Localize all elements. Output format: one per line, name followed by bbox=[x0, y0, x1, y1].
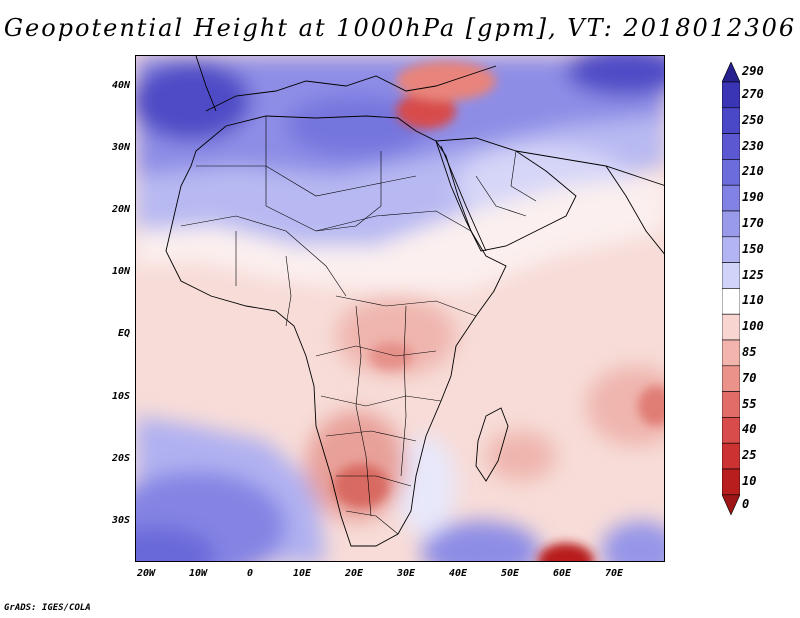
lat-label-20n: 20N bbox=[111, 204, 130, 215]
colorbar-segment bbox=[722, 313, 740, 341]
colorbar-label: 0 bbox=[742, 496, 750, 511]
colorbar-segment bbox=[722, 236, 740, 263]
lon-label-40e: 40E bbox=[448, 568, 468, 579]
colorbar-label: 170 bbox=[742, 215, 764, 230]
colorbar-label: 190 bbox=[742, 190, 764, 205]
colorbar-segment bbox=[722, 417, 740, 444]
colorbar-label: 290 bbox=[742, 64, 764, 78]
lat-label-30n: 30N bbox=[111, 142, 130, 153]
lat-label-30s: 30S bbox=[111, 515, 130, 526]
colorbar-segment bbox=[722, 159, 740, 186]
colorbar-segment bbox=[722, 262, 740, 289]
lat-label-10s: 10S bbox=[111, 391, 130, 402]
colorbar-label: 150 bbox=[742, 241, 764, 256]
colorbar-arrow-top bbox=[722, 62, 740, 83]
colorbar-segment bbox=[722, 81, 740, 109]
colorbar-label: 250 bbox=[742, 112, 764, 127]
lon-label-60e: 60E bbox=[552, 568, 572, 579]
colorbar-label: 270 bbox=[742, 86, 764, 101]
colorbar-label: 55 bbox=[742, 396, 757, 411]
colorbar-segment bbox=[722, 339, 740, 367]
map-title: Geopotential Height at 1000hPa [gpm], VT… bbox=[3, 14, 797, 42]
colorbar-segment bbox=[722, 288, 740, 315]
map-panel bbox=[135, 55, 665, 562]
colorbar-segment bbox=[722, 468, 740, 496]
colorbar-segment bbox=[722, 107, 740, 134]
lon-label-10e: 10E bbox=[292, 568, 312, 579]
colorbar-label: 70 bbox=[742, 370, 757, 385]
lat-label-eq: EQ bbox=[117, 328, 130, 339]
colorbar-segment bbox=[722, 442, 740, 470]
lon-label-20w: 20W bbox=[136, 568, 156, 579]
colorbar-label: 10 bbox=[742, 473, 757, 488]
colorbar-label: 25 bbox=[742, 448, 757, 463]
colorbar-segment bbox=[722, 365, 740, 392]
lon-label-0: 0 bbox=[246, 568, 254, 579]
colorbar-segment bbox=[722, 133, 740, 160]
lon-label-70e: 70E bbox=[604, 568, 624, 579]
colorbar-segment bbox=[722, 391, 740, 418]
colorbar-label: 100 bbox=[742, 319, 764, 334]
lon-label-20e: 20E bbox=[344, 568, 364, 579]
lon-label-30e: 30E bbox=[396, 568, 416, 579]
colorbar bbox=[722, 62, 740, 516]
colorbar-label: 85 bbox=[742, 344, 757, 359]
lon-label-50e: 50E bbox=[500, 568, 520, 579]
colorbar-label: 125 bbox=[742, 267, 764, 282]
colorbar-segment bbox=[722, 210, 740, 238]
colorbar-segment bbox=[722, 184, 740, 212]
colorbar-label: 110 bbox=[742, 293, 764, 308]
colorbar-label: 210 bbox=[742, 164, 764, 179]
colorbar-label: 40 bbox=[742, 422, 757, 437]
lat-label-20s: 20S bbox=[111, 453, 130, 464]
lon-label-10w: 10W bbox=[188, 568, 208, 579]
lat-label-10n: 10N bbox=[111, 266, 130, 277]
colorbar-label: 230 bbox=[742, 138, 764, 153]
lat-label-40n: 40N bbox=[111, 80, 130, 91]
geopotential-field bbox=[136, 56, 664, 561]
colorbar-arrow-bottom bbox=[722, 494, 740, 516]
footer-credit: GrADS: IGES/COLA bbox=[4, 603, 91, 613]
